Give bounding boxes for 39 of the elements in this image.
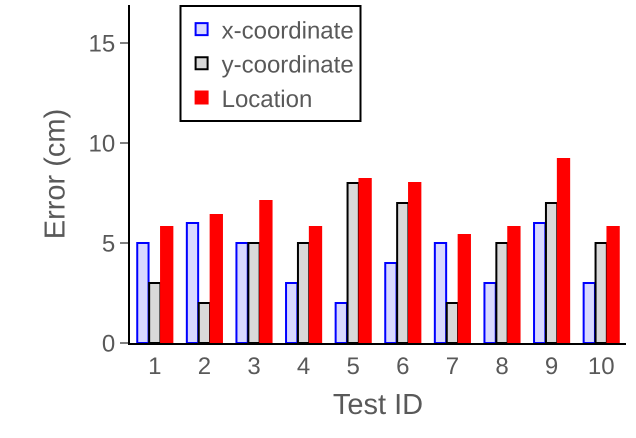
bar bbox=[458, 234, 471, 343]
legend-label: x-coordinate bbox=[222, 17, 354, 44]
bar bbox=[160, 226, 174, 343]
y-axis-title: Error (cm) bbox=[39, 108, 72, 240]
bar bbox=[507, 226, 521, 343]
x-tick-label: 3 bbox=[247, 352, 261, 380]
x-tick-label: 10 bbox=[588, 352, 615, 380]
x-tick-label: 2 bbox=[198, 352, 212, 380]
bar bbox=[533, 222, 546, 343]
legend-label: y-coordinate bbox=[222, 52, 354, 79]
bar bbox=[358, 178, 372, 343]
bar bbox=[408, 182, 422, 343]
bar bbox=[384, 262, 398, 343]
bar bbox=[186, 222, 200, 343]
bar bbox=[210, 214, 223, 343]
legend-label: Location bbox=[222, 86, 312, 113]
x-tick-label: 9 bbox=[544, 352, 558, 380]
x-tick-label: 8 bbox=[495, 352, 509, 380]
x-tick-label: 1 bbox=[148, 352, 162, 380]
bar bbox=[136, 242, 150, 343]
bar bbox=[235, 242, 249, 343]
x-tick-label: 6 bbox=[396, 352, 410, 380]
bar bbox=[556, 158, 570, 343]
y-tick-label: 0 bbox=[102, 330, 116, 358]
y-tick-label: 10 bbox=[88, 130, 116, 158]
x-tick-label: 7 bbox=[446, 352, 460, 380]
bar bbox=[285, 282, 298, 343]
bar bbox=[334, 302, 348, 343]
bar bbox=[259, 200, 273, 343]
y-tick-label: 5 bbox=[102, 230, 116, 258]
x-tick-label: 4 bbox=[296, 352, 310, 380]
bar bbox=[582, 282, 596, 343]
y-tick-label: 15 bbox=[88, 30, 116, 58]
x-axis-title: Test ID bbox=[332, 389, 424, 422]
bar bbox=[483, 282, 497, 343]
x-tick-label: 5 bbox=[346, 352, 360, 380]
bar bbox=[434, 242, 448, 343]
bar bbox=[606, 226, 620, 343]
bar bbox=[308, 226, 322, 343]
